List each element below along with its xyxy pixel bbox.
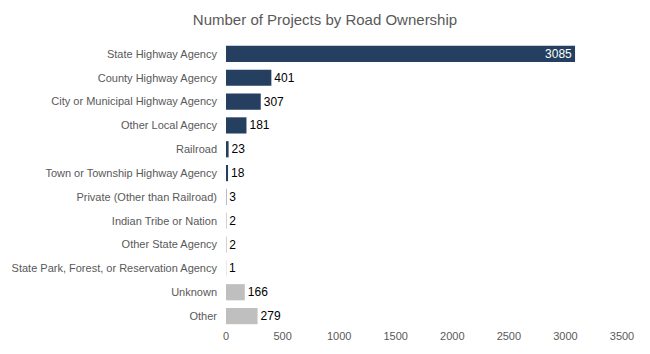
svg-text:2: 2 [229,214,236,228]
svg-text:279: 279 [261,309,281,323]
svg-text:18: 18 [231,166,245,180]
svg-text:3085: 3085 [545,47,572,61]
svg-text:Other: Other [189,310,217,322]
svg-text:Private (Other than Railroad): Private (Other than Railroad) [76,191,217,203]
svg-text:State Highway Agency: State Highway Agency [107,48,218,60]
svg-text:2000: 2000 [440,330,464,342]
svg-text:401: 401 [274,71,294,85]
svg-text:1000: 1000 [327,330,351,342]
svg-text:Town or Township Highway Agenc: Town or Township Highway Agency [45,167,217,179]
svg-text:Indian Tribe or Nation: Indian Tribe or Nation [112,215,217,227]
svg-text:City or Municipal Highway Agen: City or Municipal Highway Agency [51,95,217,107]
svg-text:Other State Agency: Other State Agency [122,238,218,250]
svg-text:2500: 2500 [497,330,521,342]
svg-text:3: 3 [229,190,236,204]
svg-text:1: 1 [229,261,236,275]
svg-text:Other Local Agency: Other Local Agency [121,119,218,131]
svg-text:Railroad: Railroad [176,143,217,155]
svg-text:500: 500 [273,330,291,342]
svg-text:2: 2 [229,238,236,252]
svg-text:State Park, Forest, or Reserva: State Park, Forest, or Reservation Agenc… [12,262,218,274]
svg-text:Unknown: Unknown [171,286,217,298]
svg-text:166: 166 [248,285,268,299]
svg-text:County Highway Agency: County Highway Agency [98,72,218,84]
svg-text:23: 23 [232,142,246,156]
svg-text:1500: 1500 [383,330,407,342]
svg-text:3000: 3000 [553,330,577,342]
svg-text:181: 181 [249,118,269,132]
svg-text:307: 307 [264,95,284,109]
svg-text:0: 0 [223,330,229,342]
svg-text:3500: 3500 [610,330,634,342]
svg-text:Number of Projects by Road Own: Number of Projects by Road Ownership [193,11,457,28]
